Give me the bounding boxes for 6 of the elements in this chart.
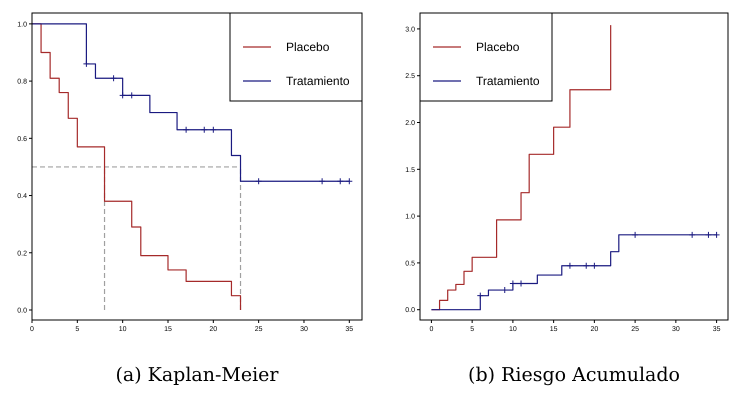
legend-label: Tratamiento [286, 74, 350, 88]
legend-label: Placebo [476, 40, 520, 54]
legend-label: Tratamiento [476, 74, 540, 88]
text: (a) Kaplan-Meier [115, 364, 280, 386]
legend-label: Placebo [286, 40, 330, 54]
text: (b) Riesgo Acumulado [468, 364, 680, 386]
